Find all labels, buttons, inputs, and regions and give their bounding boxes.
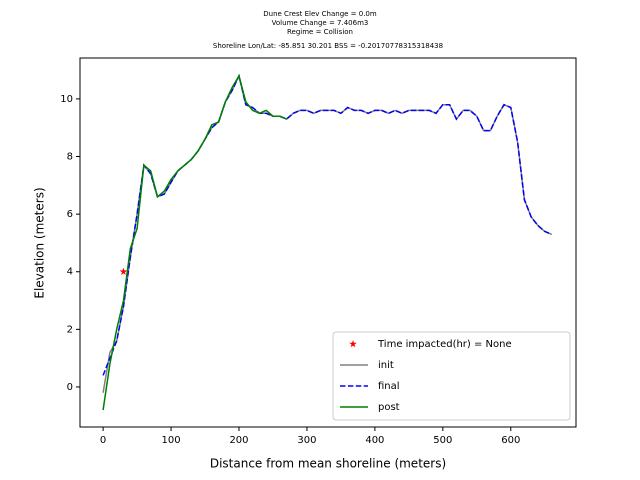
y-tick-label: 10 xyxy=(60,94,73,105)
title-line: Shoreline Lon/Lat: -85.851 30.201 BSS = … xyxy=(213,42,443,50)
y-tick-label: 0 xyxy=(67,382,73,393)
y-tick-label: 8 xyxy=(67,152,73,163)
legend-text: post xyxy=(378,402,400,413)
x-tick-label: 600 xyxy=(501,435,520,446)
legend-marker xyxy=(349,340,357,348)
legend-text: final xyxy=(378,381,400,392)
title-line: Regime = Collision xyxy=(287,28,353,36)
x-tick-label: 500 xyxy=(433,435,452,446)
legend-text: init xyxy=(378,360,394,371)
x-tick-label: 0 xyxy=(100,435,106,446)
title-line: Dune Crest Elev Change = 0.0m xyxy=(263,10,377,18)
x-tick-label: 300 xyxy=(297,435,316,446)
plot-frame xyxy=(79,57,577,428)
legend-box xyxy=(332,331,571,421)
title-line: Volume Change = 7.406m3 xyxy=(272,19,369,27)
x-tick-label: 200 xyxy=(229,435,248,446)
x-tick-label: 100 xyxy=(161,435,180,446)
series-line xyxy=(102,73,552,376)
impact-marker xyxy=(119,267,128,275)
series-line xyxy=(102,73,287,411)
y-tick-label: 2 xyxy=(67,324,73,335)
legend-text: Time impacted(hr) = None xyxy=(377,339,512,350)
y-tick-label: 6 xyxy=(67,209,73,220)
y-axis-label: Elevation (meters) xyxy=(33,187,47,298)
x-tick-label: 400 xyxy=(365,435,384,446)
x-axis-label: Distance from mean shoreline (meters) xyxy=(210,457,446,471)
y-tick-label: 4 xyxy=(67,267,73,278)
